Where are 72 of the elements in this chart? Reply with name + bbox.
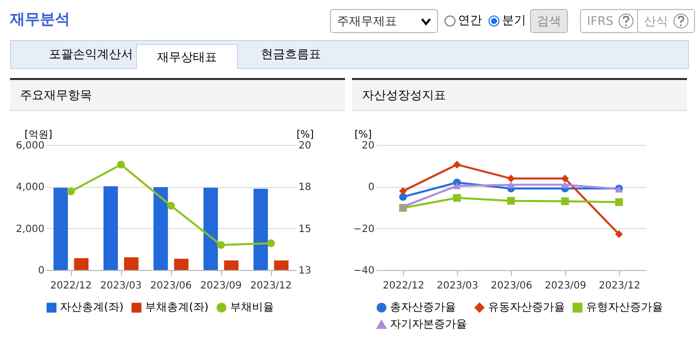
bar bbox=[224, 260, 238, 270]
x-tick-label: 2022/12 bbox=[382, 280, 424, 292]
text: 현금흐름표 bbox=[260, 46, 322, 63]
bar bbox=[54, 188, 68, 270]
x-tick-label: 2023/06 bbox=[150, 280, 192, 292]
x-tick-label: 2023/09 bbox=[200, 280, 242, 292]
x-tick-label: 2023/12 bbox=[250, 280, 292, 292]
y2-axis-title: [%] bbox=[296, 130, 314, 140]
y-tick-label: 0 bbox=[368, 182, 374, 194]
chart-title: 자산성장성지표 bbox=[352, 80, 687, 111]
point bbox=[167, 202, 175, 210]
point bbox=[561, 181, 569, 188]
point bbox=[453, 194, 461, 202]
text: 포괄손익계산서 bbox=[48, 46, 134, 63]
legend-label: 부채비율 bbox=[230, 300, 274, 314]
text: 검색 bbox=[530, 9, 568, 33]
point bbox=[399, 187, 407, 195]
point bbox=[453, 182, 461, 190]
x-tick-label: 2023/06 bbox=[490, 280, 532, 292]
text: 재무상태표 bbox=[136, 44, 238, 69]
point bbox=[507, 196, 515, 205]
point bbox=[217, 241, 225, 249]
text: 분기 bbox=[502, 12, 526, 29]
legend-label: 총자산증가율 bbox=[390, 300, 456, 314]
y-tick-label: 4,000 bbox=[16, 182, 44, 194]
legend-label: 부채총계(좌) bbox=[145, 300, 209, 314]
text: IFRS bbox=[580, 9, 640, 33]
text: 주재무제표 bbox=[330, 9, 438, 33]
point bbox=[67, 188, 75, 196]
bar bbox=[254, 188, 268, 270]
y-axis-title: [%] bbox=[354, 130, 372, 140]
y-tick-label: 0 bbox=[38, 266, 44, 276]
bar bbox=[154, 187, 168, 270]
point bbox=[615, 230, 623, 238]
bar bbox=[104, 186, 118, 270]
legend-label: 자산총계(좌) bbox=[60, 300, 124, 314]
x-tick-label: 2022/12 bbox=[50, 280, 92, 292]
y-axis-title: [억원] bbox=[24, 130, 52, 140]
x-tick-label: 2023/09 bbox=[544, 280, 586, 292]
x-tick-label: 2023/03 bbox=[100, 280, 142, 292]
y2-tick-label: 13 bbox=[298, 266, 312, 276]
bar bbox=[274, 260, 288, 270]
point bbox=[507, 174, 515, 182]
bar bbox=[204, 188, 218, 270]
y-tick-label: 20 bbox=[362, 140, 374, 152]
bar bbox=[124, 257, 138, 270]
y2-tick-label: 20 bbox=[298, 140, 312, 152]
y-tick-label: −20 bbox=[353, 224, 374, 235]
point bbox=[117, 160, 125, 169]
point bbox=[267, 239, 275, 248]
legend-label: 자기자본증가율 bbox=[390, 318, 467, 330]
bar bbox=[174, 258, 188, 270]
y-tick-label: 2,000 bbox=[16, 224, 44, 235]
point bbox=[561, 174, 569, 182]
y2-tick-label: 15 bbox=[298, 224, 312, 235]
legend-label: 유형자산증가율 bbox=[586, 300, 663, 314]
legend-label: 유동자산증가율 bbox=[488, 300, 565, 314]
y2-tick-label: 18 bbox=[298, 182, 312, 194]
chart-title: 주요재무항목 bbox=[10, 80, 345, 111]
y-tick-label: 6,000 bbox=[16, 140, 44, 152]
x-tick-label: 2023/12 bbox=[598, 280, 640, 292]
point bbox=[399, 193, 407, 201]
text: 산식 bbox=[637, 9, 695, 33]
text: 연간 bbox=[458, 12, 482, 29]
text: 재무분석 bbox=[10, 10, 70, 29]
bar bbox=[74, 258, 88, 270]
point bbox=[615, 198, 623, 206]
y-tick-label: −40 bbox=[353, 266, 374, 276]
point bbox=[507, 181, 515, 188]
point bbox=[453, 160, 461, 168]
point bbox=[561, 197, 569, 206]
x-tick-label: 2023/03 bbox=[436, 280, 478, 292]
